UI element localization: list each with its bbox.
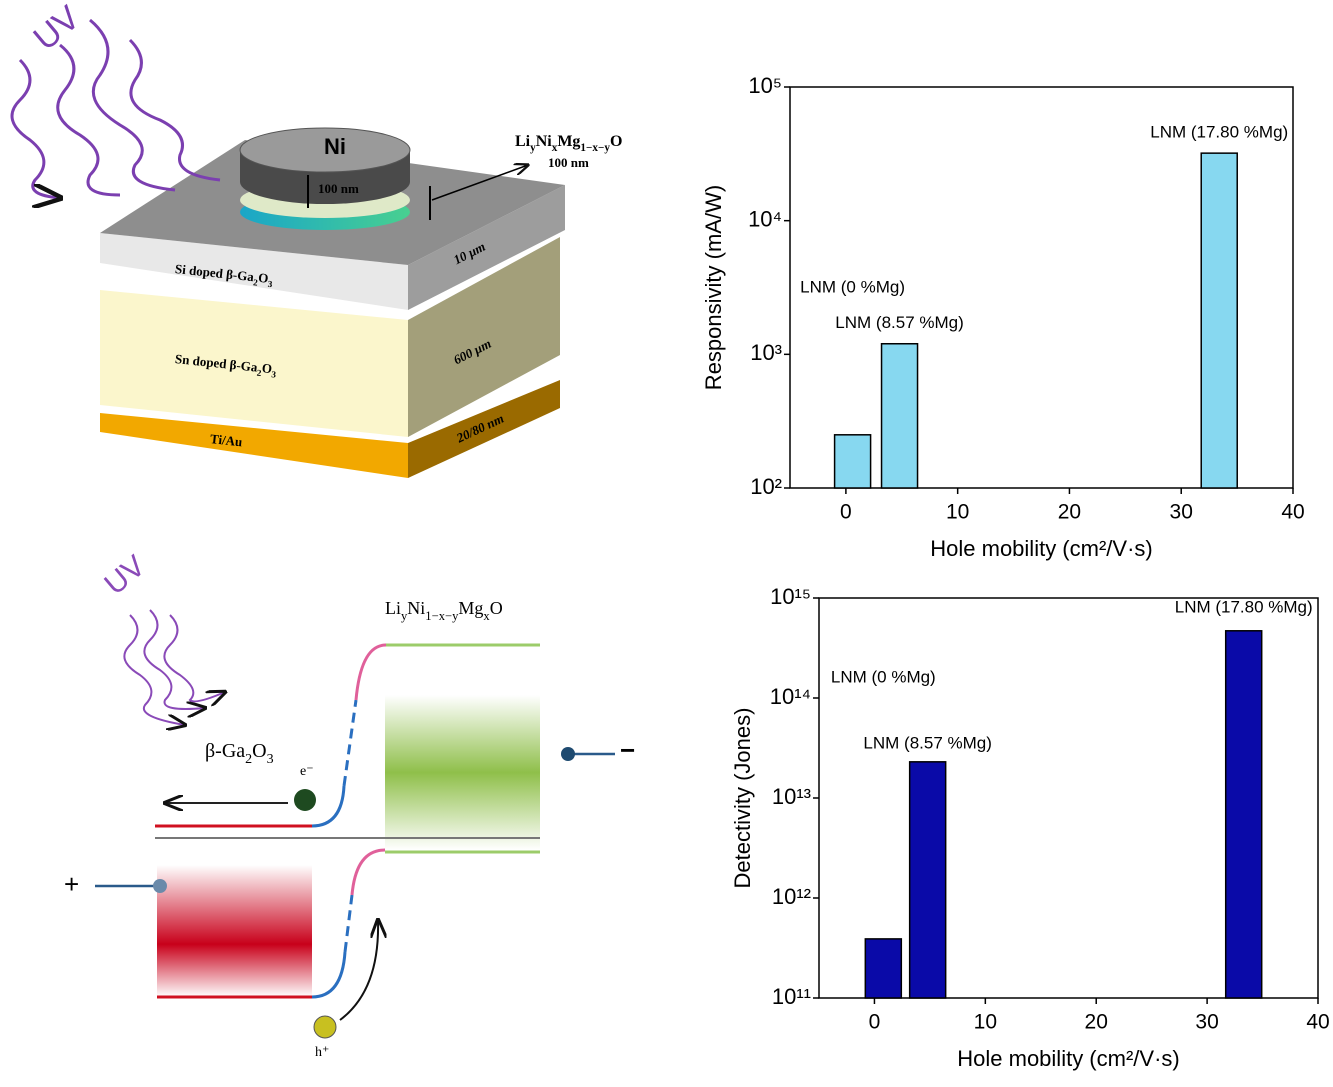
- x-tick-label: 30: [1195, 1011, 1218, 1034]
- y-tick-label: 10¹²: [772, 884, 811, 909]
- minus-sign: −: [620, 735, 635, 765]
- hole-label: h⁺: [315, 1045, 329, 1060]
- formula-part: Mg: [557, 133, 580, 150]
- bar-label: LNM (0 %Mg): [831, 667, 936, 686]
- y-tick-label: 10³: [750, 340, 782, 365]
- formula-part: Ni: [536, 133, 553, 150]
- x-tick-label: 20: [1085, 1011, 1108, 1034]
- subscript: 3: [267, 279, 273, 289]
- x-axis-label: Hole mobility (cm²/V·s): [930, 536, 1152, 561]
- bar: [1200, 152, 1238, 489]
- chart: 10¹¹ 10¹² 10¹³ 10¹⁴ 10¹⁵ 0 10 20 30 40 Hole mobili…: [730, 584, 1330, 1071]
- y-axis-label: Responsivity (mA/W): [701, 185, 726, 390]
- subscript: 3: [267, 752, 274, 767]
- subscript: 2: [253, 277, 259, 287]
- n-side-label: β-Ga2O3: [205, 740, 274, 767]
- bar: [833, 434, 872, 489]
- bar-label: LNM (8.57 %Mg): [835, 313, 963, 332]
- plus-sign: +: [64, 869, 79, 899]
- x-tick-label: 0: [869, 1011, 881, 1034]
- y-tick-label: 10¹⁵: [770, 584, 811, 609]
- band-diagram: UV LiyNi1−x−yMgxO β-Ga2O3 e⁻ h⁺ + −: [64, 549, 635, 1060]
- y-axis-label: Detectivity (Jones): [730, 708, 755, 889]
- contact-thickness: 100 nm: [318, 181, 359, 196]
- formula-part: Li: [385, 598, 401, 618]
- bar: [1224, 630, 1263, 999]
- x-tick-label: 20: [1058, 501, 1081, 524]
- electrode-label: Ti/Au: [209, 431, 243, 449]
- subscript: 2: [245, 752, 252, 767]
- y-tick-label: 10⁵: [748, 73, 782, 98]
- uv-label: UV: [26, 0, 87, 58]
- bar-label: LNM (17.80 %Mg): [1150, 123, 1288, 142]
- device-diagram: UV Ni 100 nm LiyNixMg1−x−yO 100 nm Si do…: [10, 0, 622, 478]
- bar: [908, 761, 947, 999]
- formula-part: O: [261, 360, 273, 376]
- formula-part: Li: [515, 133, 531, 150]
- electron-label: e⁻: [300, 764, 314, 779]
- y-tick-label: 10²: [750, 474, 782, 499]
- subscript: 1−x−y: [425, 609, 459, 623]
- subscript: x: [552, 142, 558, 154]
- formula-part: β-Ga: [205, 740, 245, 762]
- bar-label: LNM (17.80 %Mg): [1175, 597, 1313, 616]
- bar-label: LNM (0 %Mg): [800, 277, 905, 296]
- formula-part: O: [610, 133, 622, 150]
- contact-label: Ni: [324, 134, 346, 159]
- x-tick-label: 40: [1281, 501, 1304, 524]
- bar: [880, 342, 919, 489]
- bar-label: LNM (8.57 %Mg): [863, 733, 991, 752]
- formula-part: O: [490, 598, 503, 618]
- x-tick-label: 10: [946, 501, 969, 524]
- x-tick-label: 40: [1306, 1011, 1329, 1034]
- y-tick-label: 10¹³: [772, 784, 811, 809]
- subscript: x: [483, 609, 490, 623]
- subscript: 3: [271, 369, 277, 379]
- film-thickness: 100 nm: [548, 155, 589, 170]
- formula-part: Ni: [407, 598, 425, 618]
- subscript: 1−x−y: [580, 142, 610, 154]
- uv-label: UV: [98, 549, 151, 601]
- plot-frame: [789, 86, 1294, 489]
- subscript: 2: [256, 368, 262, 378]
- x-axis-label: Hole mobility (cm²/V·s): [957, 1046, 1179, 1071]
- subscript: y: [401, 609, 408, 623]
- bar: [864, 938, 903, 999]
- x-tick-label: 30: [1170, 501, 1193, 524]
- y-tick-label: 10¹⁴: [770, 684, 811, 709]
- y-tick-label: 10⁴: [748, 206, 782, 231]
- formula-part: O: [252, 740, 266, 762]
- x-tick-label: 10: [974, 1011, 997, 1034]
- y-tick-label: 10¹¹: [772, 984, 811, 1009]
- film-label: LiyNixMg1−x−yO: [515, 133, 622, 154]
- x-tick-label: 0: [840, 501, 852, 524]
- subscript: y: [530, 142, 536, 154]
- p-side-label: LiyNi1−x−yMgxO: [385, 598, 503, 623]
- chart: 10² 10³ 10⁴ 10⁵ 0 10 20 30 40 Hole mobility (cm²/…: [701, 73, 1305, 561]
- formula-part: O: [258, 270, 270, 286]
- formula-part: Mg: [458, 598, 483, 618]
